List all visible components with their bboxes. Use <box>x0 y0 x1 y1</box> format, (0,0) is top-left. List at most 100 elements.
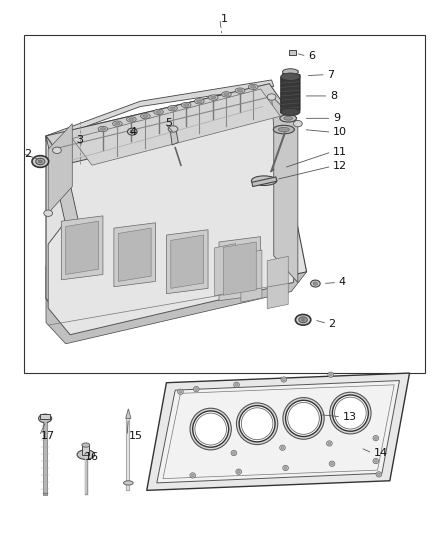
Polygon shape <box>48 96 298 335</box>
Ellipse shape <box>208 95 218 100</box>
Ellipse shape <box>328 442 331 445</box>
Text: 10: 10 <box>333 127 347 137</box>
Ellipse shape <box>236 469 242 474</box>
Polygon shape <box>48 124 72 213</box>
Text: 2: 2 <box>24 149 31 158</box>
Text: 5: 5 <box>166 118 173 127</box>
Ellipse shape <box>378 473 380 475</box>
Ellipse shape <box>129 118 134 121</box>
Text: 17: 17 <box>41 431 55 441</box>
Ellipse shape <box>38 160 42 163</box>
Ellipse shape <box>168 106 177 111</box>
Ellipse shape <box>197 100 202 102</box>
Ellipse shape <box>374 437 377 439</box>
Ellipse shape <box>295 314 311 325</box>
Ellipse shape <box>127 117 136 122</box>
Polygon shape <box>223 242 256 295</box>
Ellipse shape <box>39 414 52 423</box>
Ellipse shape <box>283 465 288 471</box>
Polygon shape <box>66 221 99 274</box>
Ellipse shape <box>251 176 277 185</box>
Polygon shape <box>215 244 236 296</box>
Ellipse shape <box>376 472 381 477</box>
Ellipse shape <box>170 107 175 110</box>
Ellipse shape <box>286 400 321 437</box>
Ellipse shape <box>190 408 231 450</box>
Ellipse shape <box>267 94 276 100</box>
Bar <box>24 35 425 373</box>
Text: 13: 13 <box>343 412 357 422</box>
Ellipse shape <box>293 120 302 127</box>
Ellipse shape <box>237 470 240 473</box>
Polygon shape <box>219 237 261 301</box>
Ellipse shape <box>190 473 195 478</box>
Ellipse shape <box>311 280 320 287</box>
Ellipse shape <box>115 123 120 125</box>
Polygon shape <box>267 256 288 309</box>
Polygon shape <box>46 211 307 344</box>
Ellipse shape <box>32 156 49 167</box>
Polygon shape <box>46 136 88 262</box>
Ellipse shape <box>374 459 377 462</box>
Ellipse shape <box>193 411 229 447</box>
Ellipse shape <box>328 372 334 377</box>
Polygon shape <box>114 223 155 287</box>
Polygon shape <box>166 230 208 294</box>
Ellipse shape <box>195 388 198 390</box>
Text: 12: 12 <box>333 161 347 171</box>
Ellipse shape <box>235 384 238 386</box>
Ellipse shape <box>77 450 95 459</box>
Ellipse shape <box>251 86 256 88</box>
Ellipse shape <box>283 69 298 75</box>
Ellipse shape <box>301 318 305 321</box>
Ellipse shape <box>279 127 290 132</box>
Ellipse shape <box>82 443 90 447</box>
Ellipse shape <box>191 474 194 477</box>
Polygon shape <box>118 228 151 281</box>
Ellipse shape <box>326 441 332 446</box>
Polygon shape <box>171 235 204 288</box>
Ellipse shape <box>281 73 300 80</box>
Ellipse shape <box>281 377 287 382</box>
Ellipse shape <box>331 462 333 465</box>
Ellipse shape <box>284 467 287 470</box>
Ellipse shape <box>231 450 237 456</box>
Ellipse shape <box>100 128 106 130</box>
Ellipse shape <box>168 126 178 132</box>
Ellipse shape <box>184 103 189 106</box>
Ellipse shape <box>237 403 278 445</box>
Polygon shape <box>72 89 280 165</box>
Polygon shape <box>147 373 410 490</box>
Text: 9: 9 <box>333 114 340 123</box>
Polygon shape <box>283 70 298 81</box>
Ellipse shape <box>234 382 239 387</box>
Bar <box>289 50 296 55</box>
Polygon shape <box>61 216 103 280</box>
Ellipse shape <box>141 114 150 119</box>
Ellipse shape <box>194 386 199 392</box>
Ellipse shape <box>284 116 293 120</box>
Ellipse shape <box>233 452 235 454</box>
Text: 16: 16 <box>85 452 99 462</box>
Ellipse shape <box>329 461 335 466</box>
Ellipse shape <box>179 390 182 393</box>
Text: 7: 7 <box>327 70 334 79</box>
Ellipse shape <box>373 458 378 464</box>
Ellipse shape <box>98 126 108 132</box>
Ellipse shape <box>154 109 163 115</box>
Ellipse shape <box>36 158 45 165</box>
Ellipse shape <box>177 389 183 394</box>
Ellipse shape <box>239 406 275 442</box>
Polygon shape <box>46 80 274 141</box>
Ellipse shape <box>330 392 371 434</box>
Text: 3: 3 <box>77 135 84 145</box>
Polygon shape <box>46 84 289 164</box>
Ellipse shape <box>211 96 216 99</box>
Ellipse shape <box>248 84 258 90</box>
Ellipse shape <box>222 92 231 97</box>
Ellipse shape <box>279 445 285 450</box>
Ellipse shape <box>156 111 161 114</box>
Ellipse shape <box>281 447 284 449</box>
Polygon shape <box>46 84 307 325</box>
Text: 1: 1 <box>221 14 228 23</box>
